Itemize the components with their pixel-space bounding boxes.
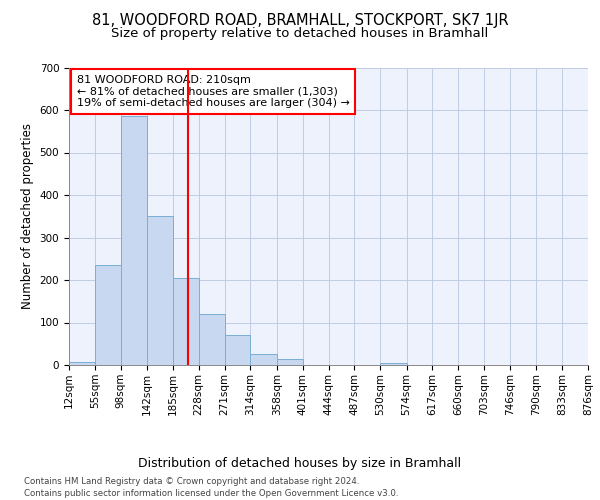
Bar (173, 278, 199, 365)
Bar (95, 265, 121, 365)
Bar (224, 335, 250, 365)
Bar (121, 116, 147, 365)
Y-axis label: Number of detached properties: Number of detached properties (21, 123, 34, 309)
Text: Contains HM Land Registry data © Crown copyright and database right 2024.: Contains HM Land Registry data © Crown c… (24, 478, 359, 486)
Bar (147, 216, 173, 365)
Text: Contains public sector information licensed under the Open Government Licence v3: Contains public sector information licen… (24, 489, 398, 498)
Bar (380, 364, 407, 365)
Text: 81, WOODFORD ROAD, BRAMHALL, STOCKPORT, SK7 1JR: 81, WOODFORD ROAD, BRAMHALL, STOCKPORT, … (92, 12, 508, 28)
Bar (250, 354, 277, 365)
Text: Size of property relative to detached houses in Bramhall: Size of property relative to detached ho… (112, 28, 488, 40)
Bar (69, 362, 95, 365)
Text: 81 WOODFORD ROAD: 210sqm
← 81% of detached houses are smaller (1,303)
19% of sem: 81 WOODFORD ROAD: 210sqm ← 81% of detach… (77, 75, 350, 108)
Text: Distribution of detached houses by size in Bramhall: Distribution of detached houses by size … (139, 458, 461, 470)
Bar (199, 314, 224, 365)
Bar (277, 358, 302, 365)
